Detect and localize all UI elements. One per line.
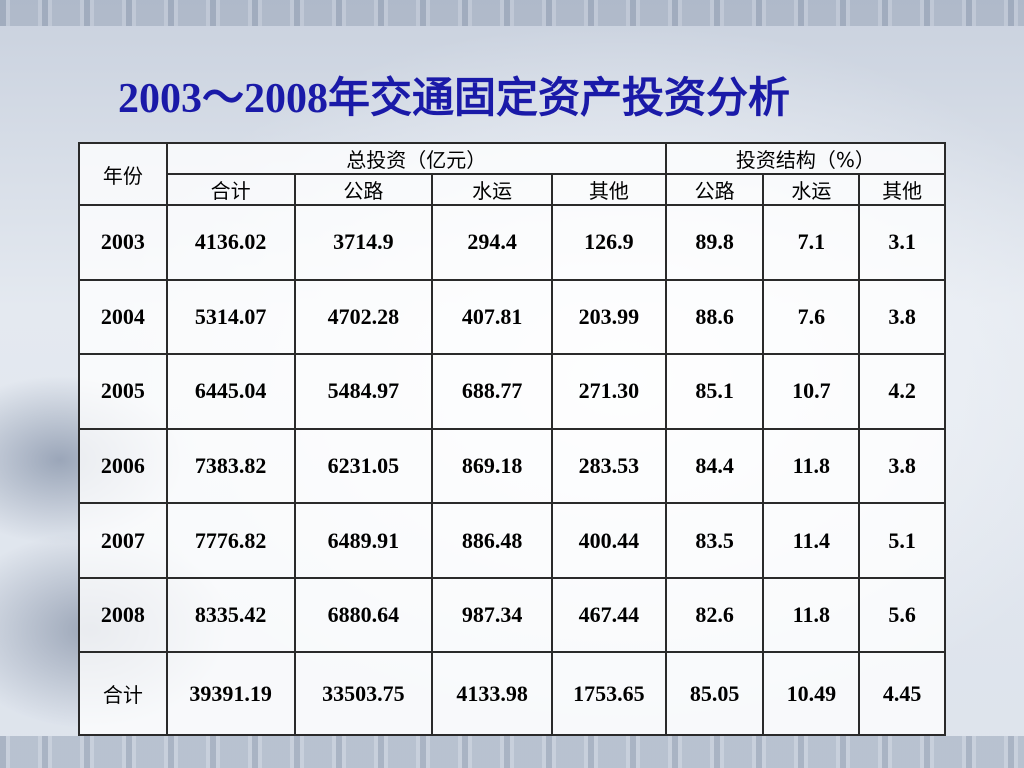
cell-waterway-pct: 11.4 xyxy=(762,502,861,579)
cell-highway: 6880.64 xyxy=(293,576,434,654)
header-investment-structure: 投资结构（%） xyxy=(664,142,947,175)
cell-other: 467.44 xyxy=(550,576,667,654)
cell-year: 2008 xyxy=(78,576,168,654)
table-total-row: 合计 39391.19 33503.75 4133.98 1753.65 85.… xyxy=(78,651,946,736)
cell-other-pct: 4.45 xyxy=(858,651,946,736)
cell-highway: 3714.9 xyxy=(293,204,434,281)
cell-waterway-pct: 7.1 xyxy=(762,204,861,281)
cell-year: 2007 xyxy=(78,502,168,579)
header-total-investment: 总投资（亿元） xyxy=(165,142,667,175)
cell-waterway: 987.34 xyxy=(431,576,553,654)
cell-waterway-pct: 11.8 xyxy=(762,576,861,654)
cell-other-pct: 5.1 xyxy=(858,502,946,579)
cell-waterway: 869.18 xyxy=(431,427,553,505)
cell-highway-pct: 84.4 xyxy=(664,427,765,505)
cell-waterway-pct: 11.8 xyxy=(762,427,861,505)
cell-other-pct: 3.8 xyxy=(858,278,946,356)
cell-highway: 33503.75 xyxy=(293,651,434,736)
cell-waterway-pct: 10.7 xyxy=(762,353,861,430)
cell-highway-pct: 83.5 xyxy=(664,502,765,579)
cell-waterway-pct: 7.6 xyxy=(762,278,861,356)
cell-other: 400.44 xyxy=(550,502,667,579)
cell-highway: 4702.28 xyxy=(293,278,434,356)
cell-highway-pct: 82.6 xyxy=(664,576,765,654)
cell-other-pct: 3.8 xyxy=(858,427,946,505)
cell-total: 7776.82 xyxy=(165,502,296,579)
cell-highway-pct: 88.6 xyxy=(664,278,765,356)
cell-highway-pct: 89.8 xyxy=(664,204,765,281)
bottom-decorative-rail xyxy=(0,736,1024,768)
header-row-2: 合计 公路 水运 其他 公路 水运 其他 xyxy=(79,173,946,206)
cell-other: 271.30 xyxy=(550,353,667,430)
cell-year: 2003 xyxy=(78,204,168,281)
cell-other: 203.99 xyxy=(550,278,667,356)
cell-other-pct: 5.6 xyxy=(858,576,946,654)
cell-waterway: 886.48 xyxy=(431,502,553,579)
cell-total: 8335.42 xyxy=(165,576,296,654)
header-sub-waterway-pct: 水运 xyxy=(762,173,861,206)
cell-highway-pct: 85.05 xyxy=(664,651,765,736)
header-sub-total: 合计 xyxy=(165,173,296,206)
table-row: 2003 4136.02 3714.9 294.4 126.9 89.8 7.1… xyxy=(78,204,946,281)
cell-other: 126.9 xyxy=(550,204,667,281)
cell-total: 6445.04 xyxy=(165,353,296,430)
slide-title: 2003～2008年交通固定资产投资分析 xyxy=(118,76,791,122)
cell-waterway-pct: 10.49 xyxy=(762,651,861,736)
table-row: 2007 7776.82 6489.91 886.48 400.44 83.5 … xyxy=(78,502,946,579)
header-row-1: 年份 总投资（亿元） 投资结构（%） xyxy=(78,142,947,206)
cell-other: 283.53 xyxy=(550,427,667,505)
cell-year: 合计 xyxy=(78,651,168,736)
cell-waterway: 688.77 xyxy=(431,353,553,430)
table-row: 2008 8335.42 6880.64 987.34 467.44 82.6 … xyxy=(78,576,946,654)
cell-total: 39391.19 xyxy=(165,651,296,736)
header-sub-other: 其他 xyxy=(550,173,667,206)
cell-year: 2006 xyxy=(78,427,168,505)
cell-other-pct: 3.1 xyxy=(858,204,946,281)
table-row: 2005 6445.04 5484.97 688.77 271.30 85.1 … xyxy=(78,353,946,430)
cell-year: 2004 xyxy=(78,278,168,356)
cell-other-pct: 4.2 xyxy=(858,353,946,430)
header-sub-highway-pct: 公路 xyxy=(664,173,765,206)
cell-total: 4136.02 xyxy=(165,204,296,281)
header-year: 年份 xyxy=(78,142,168,206)
cell-waterway: 407.81 xyxy=(431,278,553,356)
header-sub-waterway: 水运 xyxy=(431,173,553,206)
table-row: 2006 7383.82 6231.05 869.18 283.53 84.4 … xyxy=(78,427,946,505)
cell-total: 5314.07 xyxy=(165,278,296,356)
header-sub-other-pct: 其他 xyxy=(858,173,946,206)
cell-total: 7383.82 xyxy=(165,427,296,505)
top-decorative-rail xyxy=(0,0,1024,26)
cell-highway: 6231.05 xyxy=(293,427,434,505)
cell-highway: 6489.91 xyxy=(293,502,434,579)
cell-year: 2005 xyxy=(78,353,168,430)
cell-waterway: 4133.98 xyxy=(431,651,553,736)
header-sub-highway: 公路 xyxy=(293,173,434,206)
cell-highway: 5484.97 xyxy=(293,353,434,430)
cell-waterway: 294.4 xyxy=(431,204,553,281)
cell-other: 1753.65 xyxy=(550,651,667,736)
cell-highway-pct: 85.1 xyxy=(664,353,765,430)
table-row: 2004 5314.07 4702.28 407.81 203.99 88.6 … xyxy=(78,278,946,356)
investment-table: 年份 总投资（亿元） 投资结构（%） 合计 公路 水运 其他 公路 水运 其他 … xyxy=(78,142,947,736)
